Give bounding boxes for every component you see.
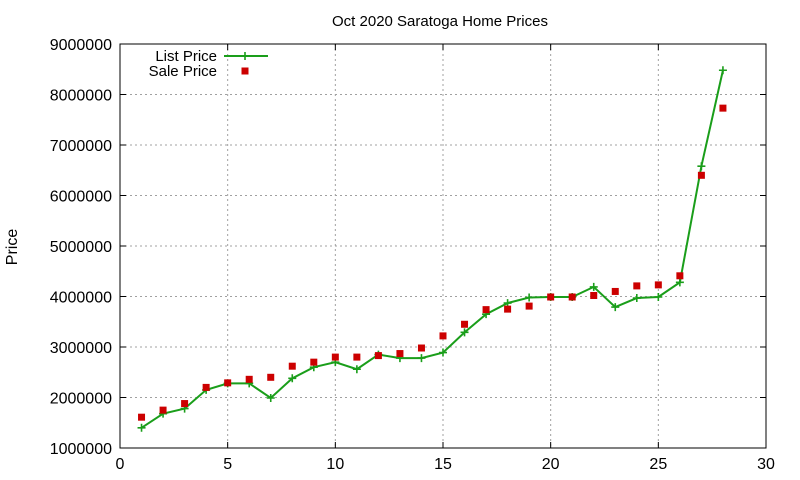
x-tick-label: 5 xyxy=(223,456,232,473)
data-point xyxy=(611,303,620,312)
data-point xyxy=(611,287,619,295)
data-point xyxy=(137,423,146,432)
data-point xyxy=(460,328,469,337)
data-point xyxy=(719,104,727,112)
y-tick-label: 4000000 xyxy=(50,290,112,307)
data-point xyxy=(353,353,361,361)
data-point xyxy=(525,302,533,310)
data-point xyxy=(439,332,447,340)
y-tick-label: 6000000 xyxy=(50,189,112,206)
data-point xyxy=(676,272,684,280)
y-tick-label: 9000000 xyxy=(50,37,112,54)
data-point xyxy=(331,353,339,361)
y-tick-label: 2000000 xyxy=(50,391,112,408)
x-tick-label: 0 xyxy=(116,456,125,473)
data-point xyxy=(288,374,297,383)
data-point xyxy=(697,171,705,179)
data-point xyxy=(396,350,404,358)
data-point xyxy=(224,379,232,387)
x-tick-label: 20 xyxy=(542,456,560,473)
data-point xyxy=(654,293,663,302)
y-tick-label: 7000000 xyxy=(50,138,112,155)
legend-marker-sale-price xyxy=(241,67,249,75)
data-series xyxy=(137,66,727,432)
chart-title: Oct 2020 Saratoga Home Prices xyxy=(332,13,548,30)
x-tick-label: 25 xyxy=(649,456,667,473)
x-tick-label: 10 xyxy=(326,456,344,473)
y-tick-label: 3000000 xyxy=(50,340,112,357)
y-tick-label: 5000000 xyxy=(50,239,112,256)
data-point xyxy=(181,400,189,408)
data-point xyxy=(159,406,167,414)
x-tick-labels: 0 5 10 15 20 25 30 xyxy=(116,456,775,473)
x-tick-label: 15 xyxy=(434,456,452,473)
data-point xyxy=(590,291,598,299)
data-point xyxy=(632,294,641,303)
data-point xyxy=(138,413,146,421)
data-point xyxy=(374,352,382,360)
series-list-price xyxy=(137,66,727,432)
data-point xyxy=(504,305,512,313)
data-point xyxy=(633,282,641,290)
data-point xyxy=(417,354,426,363)
y-axis-label: Price xyxy=(4,229,21,266)
data-point xyxy=(288,362,296,370)
legend-label-sale-price: Sale Price xyxy=(149,63,217,80)
data-point xyxy=(482,306,490,314)
data-point xyxy=(461,320,469,328)
data-point xyxy=(417,344,425,352)
y-tick-label: 1000000 xyxy=(50,441,112,458)
data-point xyxy=(439,348,447,357)
legend-label-list-price: List Price xyxy=(155,48,217,65)
data-point xyxy=(525,293,534,302)
legend-marker-list-price xyxy=(241,52,249,60)
data-point xyxy=(568,293,576,301)
data-point xyxy=(310,358,318,366)
data-point xyxy=(202,383,210,391)
data-point xyxy=(654,281,662,289)
data-point xyxy=(718,66,727,75)
data-point xyxy=(675,278,684,287)
data-point xyxy=(697,162,706,171)
x-tick-label: 30 xyxy=(757,456,775,473)
data-point xyxy=(589,282,598,291)
data-point xyxy=(266,394,275,403)
data-point xyxy=(267,373,275,381)
data-point xyxy=(547,293,555,301)
plot-frame xyxy=(119,43,767,449)
data-point xyxy=(245,375,253,383)
y-tick-labels: 1000000 2000000 3000000 4000000 5000000 60000… xyxy=(50,37,112,458)
y-tick-label: 8000000 xyxy=(50,88,112,105)
data-point xyxy=(352,365,361,374)
series-line xyxy=(140,70,724,429)
legend: List Price Sale Price xyxy=(149,48,268,80)
series-sale-price xyxy=(138,104,727,421)
